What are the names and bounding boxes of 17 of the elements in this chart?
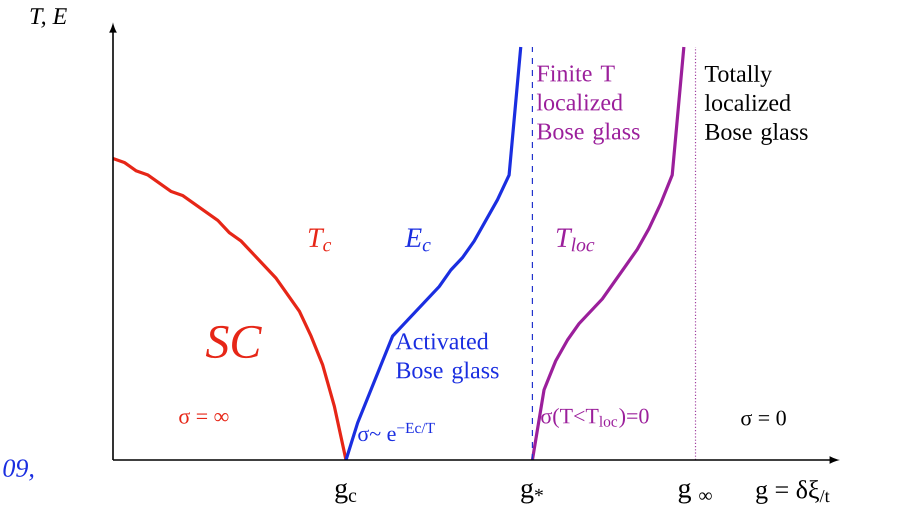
annotation: σ~ e$^{−Ec/T}$ [358,422,435,442]
annotation: Totally localized Bose glass [704,65,808,145]
series-label: E$_{c}$ [404,228,431,252]
y-axis-title: T, E [30,8,67,28]
annotation: σ = 0 [741,410,786,426]
text: 09, [3,459,34,481]
series-label: T$_{loc}$ [556,228,594,252]
annotation: Activated Bose glass [396,332,499,384]
x-tick-label: g$_{c}$ [335,483,356,504]
x-tick-label: g$_{*}$ [521,483,543,504]
x-axis-title: g = δξ$_{/t}$ [756,480,830,504]
annotation: SC [206,326,262,358]
annotation: σ(T<T$_{loc}$)=0 [541,408,649,428]
series-label: T$_{c}$ [308,228,332,252]
x-tick-label: g $_{∞}$ [678,483,712,504]
annotation: σ = ∞ [179,412,228,424]
annotation: Finite T localized Bose glass [536,65,640,145]
